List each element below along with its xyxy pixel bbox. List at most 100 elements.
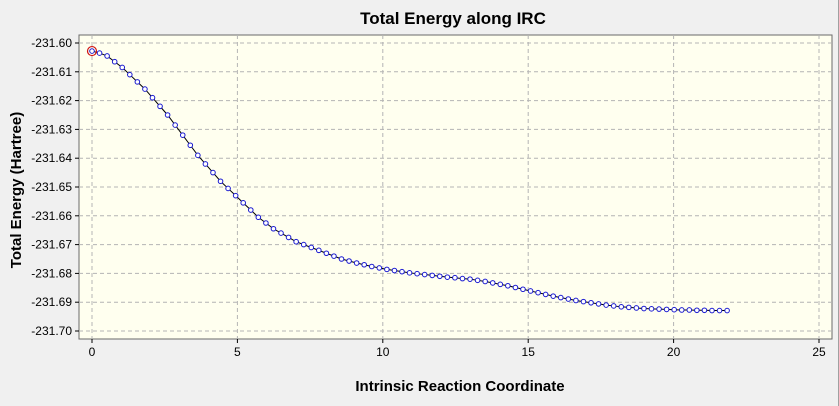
data-point: [285, 234, 292, 241]
data-point: [414, 270, 420, 277]
data-point: [527, 288, 534, 294]
data-point: [497, 281, 504, 288]
data-point: [134, 79, 141, 85]
data-point: [580, 298, 587, 305]
y-tick-label: -231.65: [31, 180, 72, 194]
data-point: [421, 271, 428, 278]
data-point: [89, 48, 95, 54]
data-point: [104, 53, 110, 59]
data-point: [293, 238, 299, 245]
x-tick-label: 20: [667, 345, 681, 359]
data-point: [119, 64, 126, 71]
data-point: [535, 289, 541, 296]
data-point: [444, 274, 451, 280]
data-point: [573, 297, 579, 304]
y-tick-label: -231.63: [31, 122, 72, 136]
data-point: [210, 169, 216, 176]
data-point: [368, 263, 375, 270]
data-point: [127, 71, 133, 78]
data-point: [391, 267, 398, 274]
data-point: [520, 286, 526, 293]
data-point: [331, 253, 337, 259]
y-tick-label: -231.60: [31, 36, 72, 50]
data-point: [399, 268, 405, 275]
data-point: [618, 304, 625, 310]
data-point: [240, 200, 247, 206]
data-point: [255, 214, 262, 221]
data-point: [656, 306, 662, 312]
data-point: [316, 247, 322, 254]
data-point: [565, 296, 572, 302]
data-point: [505, 282, 511, 289]
data-point: [111, 58, 118, 65]
data-point: [361, 261, 367, 268]
x-tick-label: 0: [89, 345, 96, 359]
data-point: [278, 230, 284, 236]
data-point: [308, 244, 315, 251]
data-point: [429, 272, 436, 279]
data-point: [459, 275, 466, 282]
y-tick-label: -231.67: [31, 238, 72, 252]
data-point: [300, 241, 307, 248]
y-tick-label: -231.68: [31, 266, 72, 280]
data-point: [542, 291, 549, 298]
data-point: [353, 260, 360, 266]
data-point: [709, 307, 715, 314]
data-point: [489, 280, 496, 286]
chart-title: Total Energy along IRC: [360, 9, 546, 28]
data-point: [694, 307, 700, 314]
data-point: [149, 94, 156, 101]
data-point: [232, 192, 239, 199]
data-point: [588, 299, 594, 306]
data-point: [164, 112, 171, 118]
data-point: [202, 161, 209, 167]
data-point: [557, 294, 564, 301]
data-point: [157, 103, 163, 110]
data-point: [217, 178, 224, 185]
data-point: [633, 305, 640, 311]
data-point: [225, 185, 231, 192]
data-point: [436, 273, 443, 280]
data-point: [179, 132, 186, 138]
data-point: [671, 306, 677, 313]
y-tick-label: -231.70: [31, 324, 72, 338]
data-point: [512, 284, 519, 291]
data-point: [626, 304, 632, 311]
data-point: [376, 265, 383, 271]
data-point: [187, 142, 194, 149]
highlighted-point-marker: [86, 45, 98, 57]
data-point: [338, 256, 345, 262]
x-tick-label: 25: [812, 345, 826, 359]
data-point: [678, 307, 685, 313]
data-point: [603, 302, 609, 308]
data-point: [648, 306, 655, 312]
plot-frame: [78, 34, 833, 340]
data-point: [701, 307, 708, 314]
x-axis-label: Intrinsic Reaction Coordinate: [355, 378, 564, 395]
data-point: [482, 278, 488, 285]
x-tick-label: 15: [522, 345, 536, 359]
data-point: [716, 307, 723, 314]
data-point: [270, 225, 277, 232]
data-point: [195, 152, 201, 159]
y-axis-label: Total Energy (Hartree): [8, 112, 25, 268]
y-tick-label: -231.66: [31, 209, 72, 223]
data-point: [452, 274, 458, 281]
plot-area: 0 5 10 15 20 25 -231.60 -231.61 -231.62 -231.63 -2…: [31, 34, 833, 359]
x-tick-label: 5: [234, 345, 241, 359]
data-point: [346, 258, 352, 264]
data-point: [663, 306, 670, 313]
data-point: [474, 277, 481, 284]
y-tick-label: -231.64: [31, 151, 72, 165]
y-tick-label: -231.62: [31, 94, 72, 108]
data-point: [384, 266, 390, 273]
data-point: [247, 207, 254, 213]
data-point: [142, 86, 148, 92]
data-point: [406, 270, 413, 276]
data-point: [550, 293, 557, 299]
data-point: [686, 307, 693, 313]
data-point: [96, 50, 103, 56]
data-point: [595, 301, 602, 307]
